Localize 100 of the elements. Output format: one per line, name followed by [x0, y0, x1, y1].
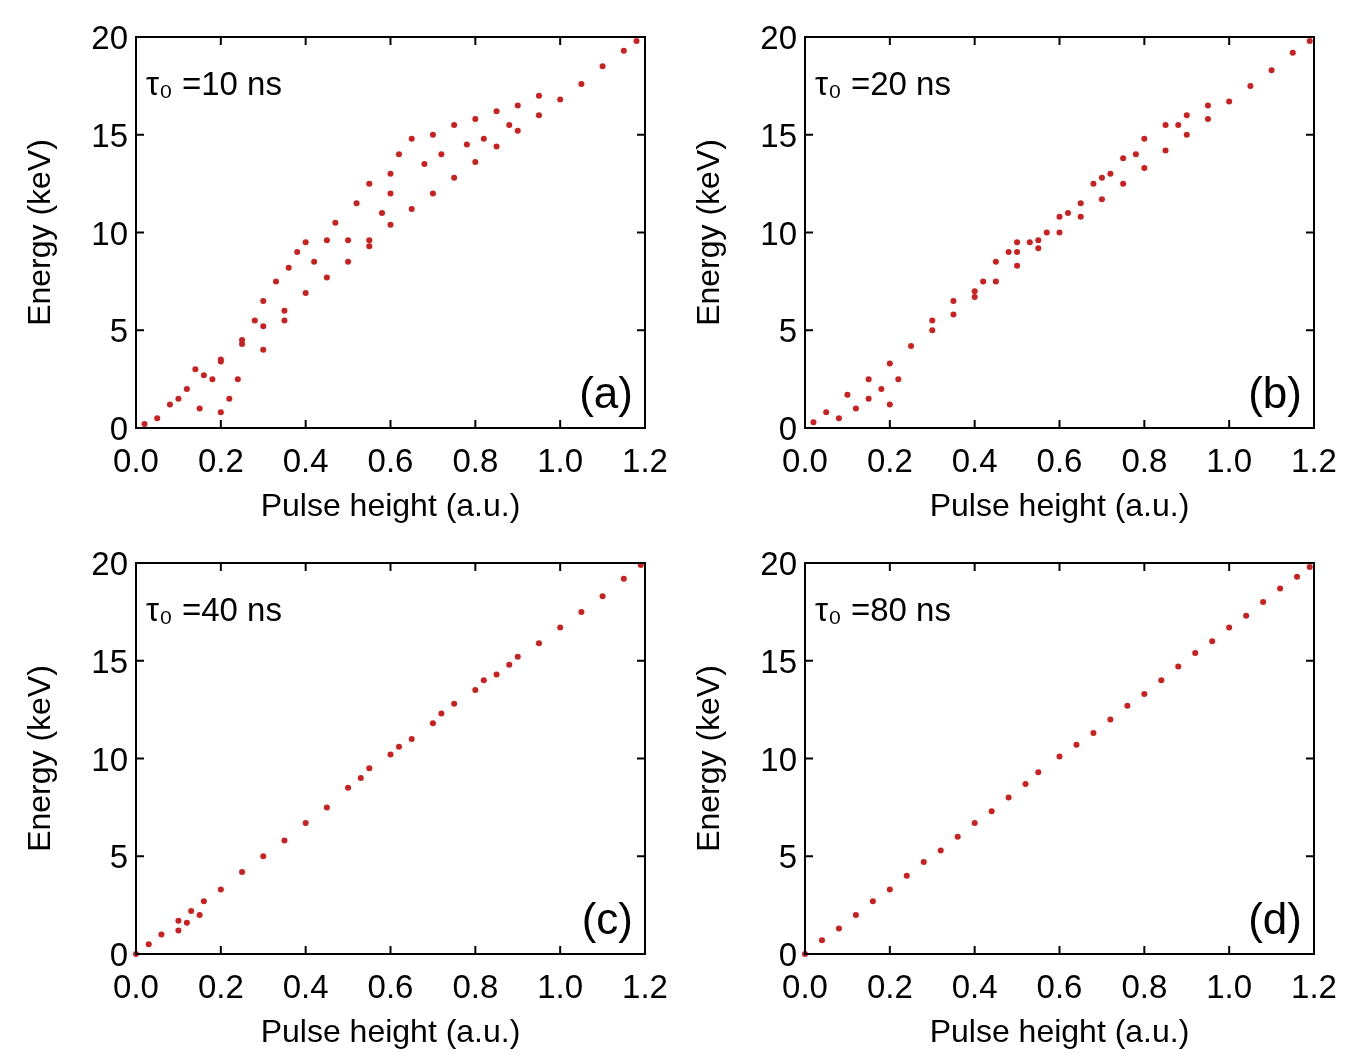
- point: [345, 784, 352, 791]
- point: [1077, 213, 1084, 220]
- x-tick-label: 0.4: [951, 442, 998, 479]
- point: [1243, 612, 1250, 619]
- point: [1090, 730, 1097, 737]
- point: [557, 624, 564, 631]
- point: [950, 297, 957, 304]
- point: [1175, 121, 1182, 128]
- y-tick-label: 10: [91, 214, 128, 252]
- point: [1107, 716, 1114, 723]
- point: [865, 395, 872, 402]
- point: [1043, 229, 1050, 236]
- point: [1175, 663, 1182, 670]
- x-tick-label: 0.4: [282, 968, 329, 1005]
- point: [408, 735, 415, 742]
- point: [1064, 209, 1071, 216]
- point: [183, 919, 190, 926]
- point: [886, 886, 893, 893]
- point: [1141, 135, 1148, 142]
- y-tick-label: 15: [760, 642, 797, 680]
- x-tick-label: 0.8: [452, 442, 499, 479]
- point: [878, 385, 885, 392]
- point: [852, 911, 859, 918]
- point: [1090, 180, 1097, 187]
- point: [886, 360, 893, 367]
- y-tick-label: 20: [91, 545, 128, 582]
- annotation: (d): [1248, 894, 1302, 943]
- x-tick-label: 0.4: [282, 442, 329, 479]
- point: [217, 886, 224, 893]
- annotation: (a): [579, 368, 633, 417]
- point: [480, 677, 487, 684]
- point: [1277, 585, 1284, 592]
- point: [1306, 37, 1313, 44]
- x-tick-label: 0.2: [866, 968, 913, 1005]
- point: [1162, 121, 1169, 128]
- point: [175, 927, 182, 934]
- point: [971, 294, 978, 301]
- text: τ₀ =80 ns: [815, 591, 951, 628]
- x-tick-label: 1.2: [622, 442, 668, 479]
- point: [1005, 794, 1012, 801]
- point: [1260, 599, 1267, 606]
- point: [992, 258, 999, 265]
- point: [578, 608, 585, 615]
- x-tick-label: 1.0: [537, 968, 584, 1005]
- point: [818, 937, 825, 944]
- point: [1209, 638, 1216, 645]
- point: [1124, 702, 1131, 709]
- point: [823, 409, 830, 416]
- x-tick-label: 0.2: [197, 442, 244, 479]
- point: [1141, 690, 1148, 697]
- point: [908, 342, 915, 349]
- y-tick-label: 10: [91, 740, 128, 778]
- point: [1132, 151, 1139, 158]
- y-tick-label: 15: [760, 116, 797, 154]
- point: [1204, 116, 1211, 123]
- text: τ₀ =40 ns: [146, 591, 282, 628]
- point: [1056, 753, 1063, 760]
- point: [835, 925, 842, 932]
- point: [200, 898, 207, 905]
- y-tick-label: 10: [760, 214, 797, 252]
- point: [895, 376, 902, 383]
- x-tick-label: 1.0: [537, 442, 584, 479]
- point: [260, 853, 267, 860]
- point: [971, 820, 978, 827]
- point: [971, 288, 978, 295]
- y-axis-title: Energy (keV): [21, 139, 57, 326]
- point: [1158, 677, 1165, 684]
- point: [472, 687, 479, 694]
- point: [175, 917, 182, 924]
- point: [1162, 147, 1169, 154]
- point: [886, 401, 893, 408]
- point: [844, 391, 851, 398]
- point: [1141, 164, 1148, 171]
- x-tick-label: 1.0: [1206, 968, 1253, 1005]
- point: [988, 808, 995, 815]
- y-tick-label: 15: [91, 116, 128, 154]
- point: [929, 317, 936, 324]
- point: [1077, 200, 1084, 207]
- point: [1098, 174, 1105, 181]
- point: [852, 405, 859, 412]
- x-tick-label: 0.8: [452, 968, 499, 1005]
- point: [1014, 262, 1021, 269]
- x-tick-label: 0.8: [1121, 442, 1168, 479]
- point: [954, 833, 961, 840]
- point: [145, 941, 152, 948]
- point: [1183, 112, 1190, 119]
- point: [1247, 82, 1254, 89]
- point: [835, 415, 842, 422]
- point: [1306, 563, 1313, 570]
- point: [903, 872, 910, 879]
- point: [1120, 155, 1127, 162]
- y-tick-label: 10: [760, 740, 797, 778]
- point: [1035, 769, 1042, 776]
- point: [1035, 237, 1042, 244]
- point: [239, 868, 246, 875]
- point: [1073, 741, 1080, 748]
- x-tick-label: 0.8: [1121, 968, 1168, 1005]
- y-tick-label: 5: [109, 838, 128, 876]
- point: [1226, 98, 1233, 105]
- point: [395, 743, 402, 750]
